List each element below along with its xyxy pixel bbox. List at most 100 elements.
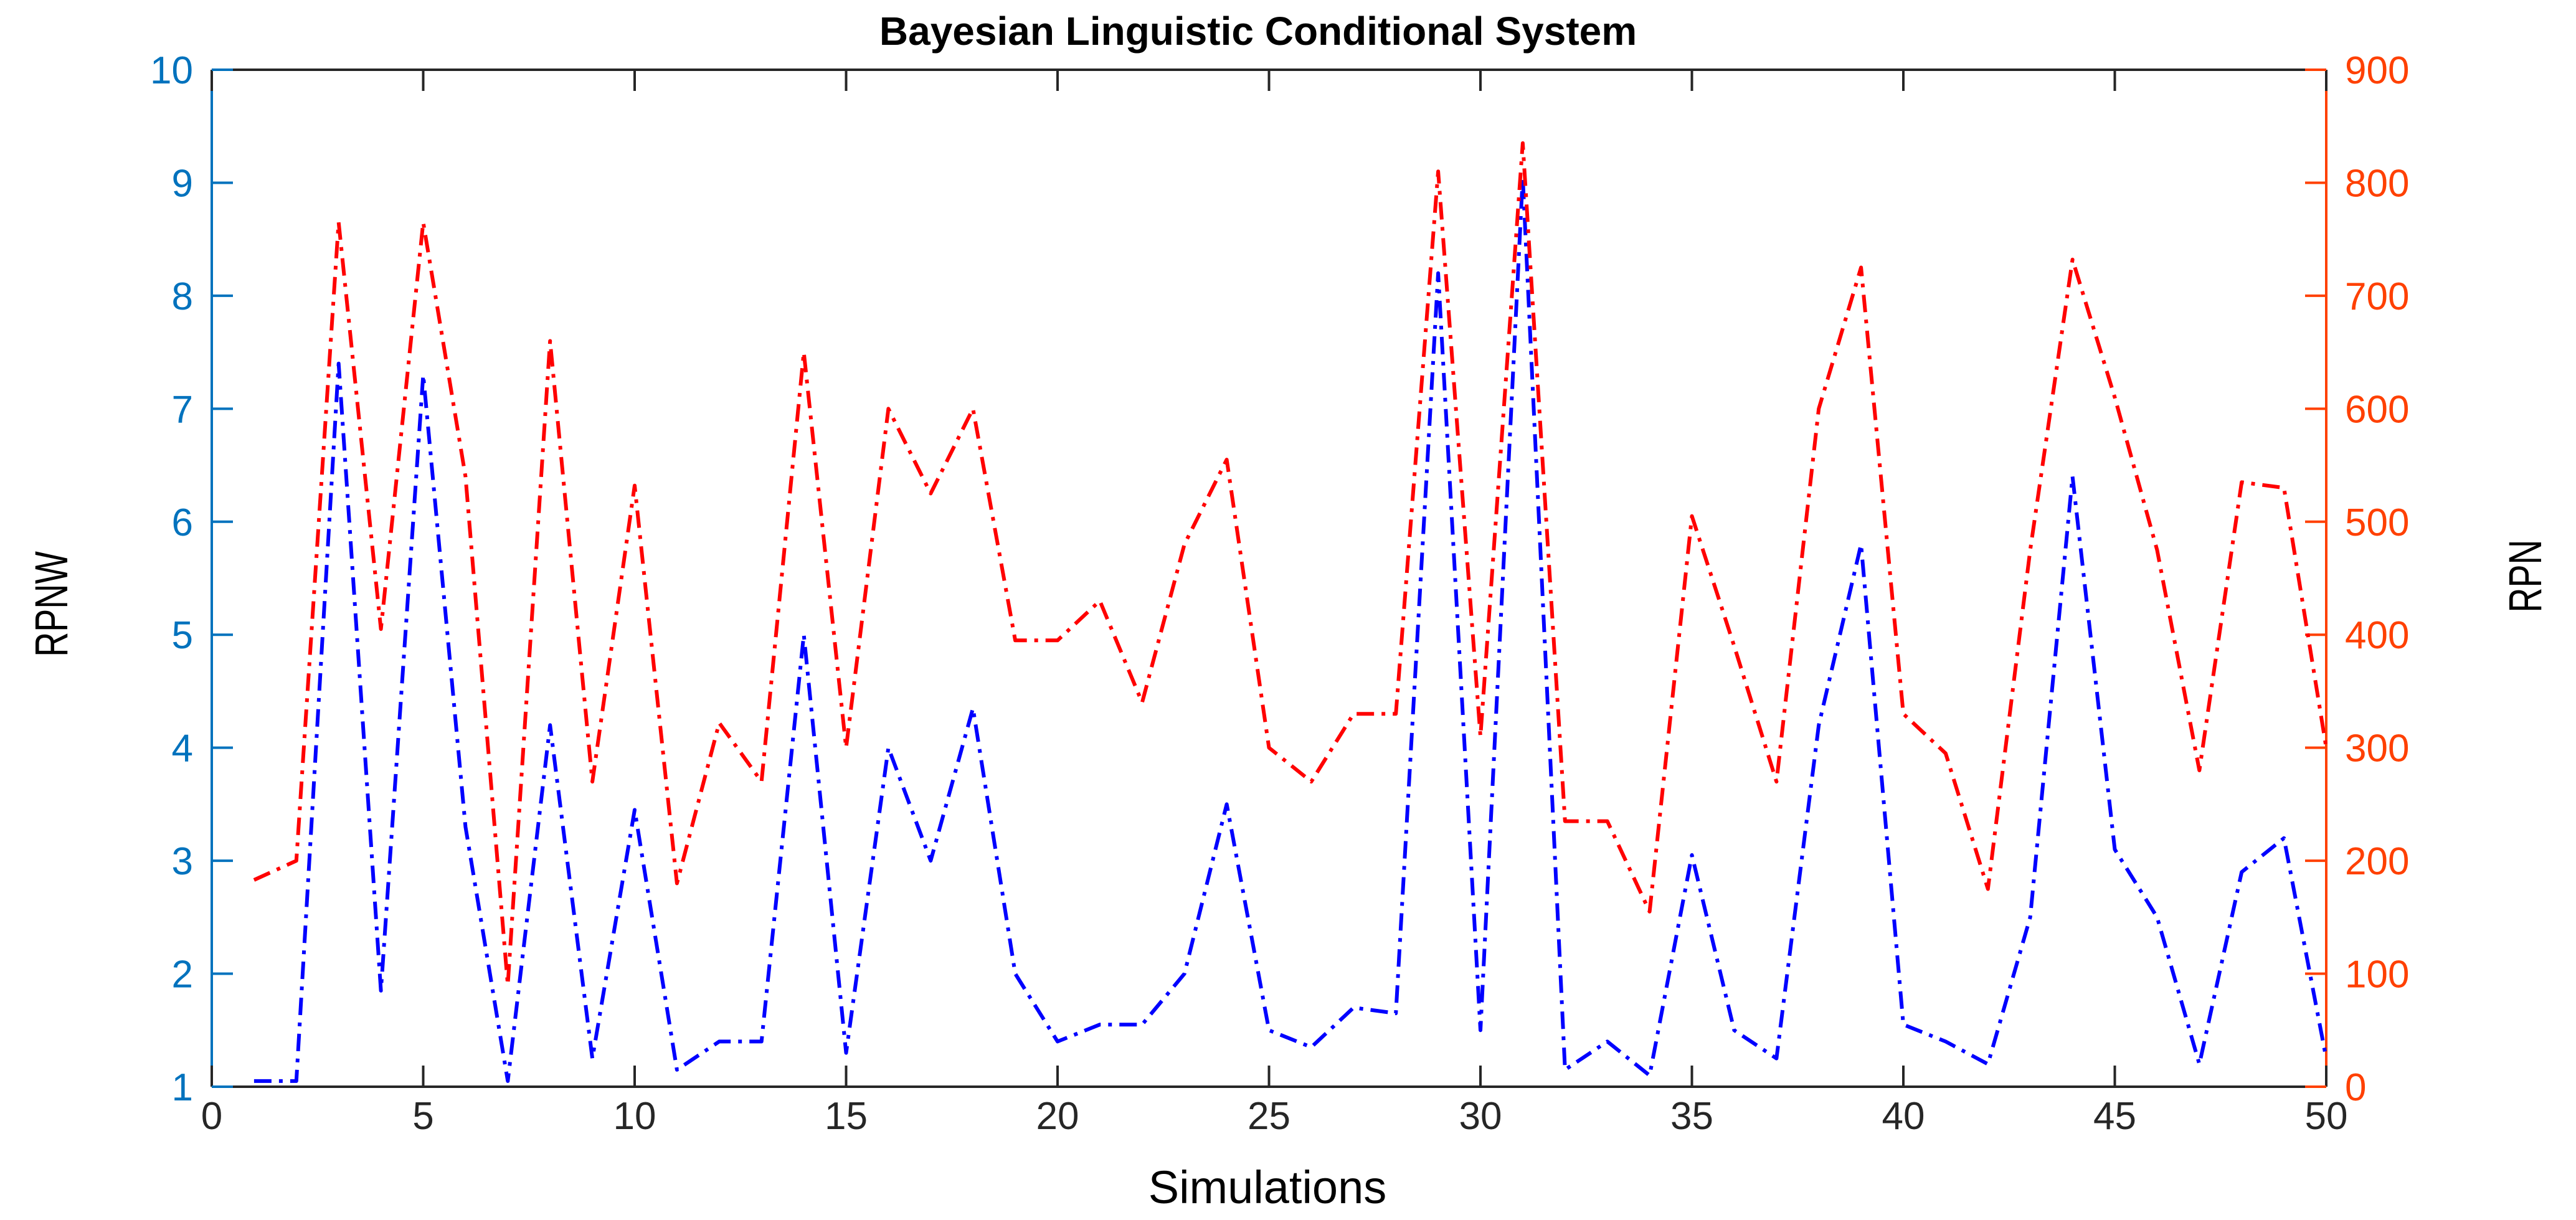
rpnw-data-point: [296, 1081, 297, 1082]
rpnw-data-point: [1142, 1024, 1143, 1025]
rpnw-data-point: [846, 1052, 847, 1054]
rpnw-data-point: [930, 860, 931, 861]
rpnw-data-point: [1987, 1064, 1989, 1065]
rpnw-data-point: [761, 1041, 762, 1042]
rpn-data-point: [1269, 747, 1270, 749]
rpn-data-point: [972, 408, 973, 409]
rpnw-data-point: [1353, 1007, 1354, 1008]
rpnw-data-point: [1099, 1024, 1101, 1025]
rpnw-data-point: [253, 1081, 255, 1082]
rpnw-data-point: [719, 1041, 720, 1042]
right-y-tick-label: 900: [2345, 49, 2409, 92]
rpn-data-point: [1184, 544, 1185, 545]
x-axis-label: Simulations: [1148, 1161, 1387, 1213]
left-y-tick-label: 8: [172, 275, 193, 318]
x-tick-label: 25: [1248, 1095, 1290, 1138]
rpnw-data-point: [338, 363, 339, 364]
rpn-data-point: [1099, 600, 1101, 602]
rpn-data-point: [2283, 487, 2285, 488]
rpn-data-point: [846, 747, 847, 749]
rpn-data-point: [1860, 267, 1862, 268]
rpnw-data-point: [1565, 1069, 1566, 1071]
rpn-data-point: [2241, 481, 2242, 483]
rpnw-data-point: [1649, 1075, 1650, 1076]
x-tick-label: 20: [1036, 1095, 1079, 1138]
rpn-data-point: [1987, 888, 1989, 889]
rpn-data-point: [2072, 259, 2073, 260]
rpn-data-point: [381, 628, 382, 630]
left-y-axis-label: RPNW: [26, 551, 77, 657]
rpn-data-point: [1522, 143, 1523, 144]
rpnw-data-point: [2156, 917, 2157, 918]
rpn-data-point: [634, 485, 635, 486]
rpnw-data-point: [2283, 838, 2285, 839]
left-y-tick-label: 7: [172, 388, 193, 431]
rpnw-data-point: [1310, 1046, 1312, 1047]
rpn-data-point: [2199, 770, 2200, 771]
rpn-data-point: [1057, 640, 1058, 641]
right-y-tick-label: 0: [2345, 1066, 2366, 1109]
left-y-tick-label: 4: [172, 727, 193, 770]
right-y-tick-label: 600: [2345, 388, 2409, 431]
rpnw-data-point: [1480, 1029, 1481, 1031]
rpnw-data-point: [465, 826, 466, 828]
axes: 0 5 10 15 20 25 30 35 40 45 5012345678910010020030…: [150, 49, 2409, 1138]
right-y-tick-label: 400: [2345, 614, 2409, 657]
rpn-data-point: [676, 882, 678, 884]
rpn-data-point: [1437, 171, 1439, 172]
rpn-data-point: [1903, 713, 1904, 714]
rpnw-data-point: [1184, 973, 1185, 975]
rpnw-data-point: [423, 374, 424, 376]
left-y-tick-label: 1: [172, 1066, 193, 1109]
right-y-axis-label: RPN: [2499, 539, 2551, 612]
series-layer: [253, 141, 2328, 1083]
x-tick-label: 40: [1882, 1095, 1925, 1138]
rpnw-data-point: [676, 1069, 678, 1071]
rpn-data-point: [592, 781, 593, 782]
rpnw-data-point: [1860, 544, 1862, 545]
rpn-data-point: [1565, 821, 1566, 822]
rpn-data-point: [761, 781, 762, 782]
x-tick-label: 45: [2093, 1095, 2136, 1138]
x-tick-label: 50: [2305, 1095, 2348, 1138]
rpnw-data-point: [2241, 871, 2242, 872]
rpnw-data-point: [1226, 803, 1228, 805]
rpnw-data-point: [803, 634, 805, 635]
rpnw-data-point: [972, 707, 973, 709]
rpn-data-point: [1142, 702, 1143, 703]
rpn-data-point: [2326, 747, 2327, 749]
rpn-data-point: [253, 879, 255, 881]
x-tick-label: 30: [1459, 1095, 1502, 1138]
rpnw-data-point: [549, 724, 551, 726]
rpnw-data-point: [888, 747, 889, 749]
left-y-tick-label: 9: [172, 162, 193, 205]
x-tick-label: 5: [412, 1095, 433, 1138]
rpn-data-point: [1945, 753, 1946, 754]
x-tick-label: 10: [613, 1095, 656, 1138]
rpn-data-point: [1353, 713, 1354, 714]
rpn-data-point: [930, 493, 931, 494]
rpn-data-point: [296, 860, 297, 861]
rpnw-data-point: [1945, 1041, 1946, 1042]
left-y-tick-label: 3: [172, 840, 193, 883]
rpn-data-point: [1733, 645, 1735, 646]
rpnw-data-point: [2072, 476, 2073, 477]
rpn-series-line: [253, 141, 2328, 987]
left-y-tick-label: 6: [172, 501, 193, 544]
rpn-data-point: [423, 222, 424, 223]
rpnw-data-point: [1395, 1013, 1396, 1014]
right-y-tick-label: 500: [2345, 501, 2409, 544]
rpnw-data-point: [1269, 1029, 1270, 1031]
rpn-data-point: [1395, 713, 1396, 714]
rpnw-data-point: [1015, 973, 1016, 975]
rpnw-data-point: [1733, 1029, 1735, 1031]
rpn-data-point: [549, 340, 551, 341]
rpn-data-point: [2030, 549, 2031, 551]
rpn-data-point: [1649, 911, 1650, 912]
left-y-tick-label: 5: [172, 614, 193, 657]
rpnw-data-point: [1818, 724, 1819, 726]
left-y-tick-label: 10: [150, 49, 193, 92]
rpnw-data-point: [1692, 854, 1693, 856]
rpnw-data-point: [1437, 273, 1439, 274]
